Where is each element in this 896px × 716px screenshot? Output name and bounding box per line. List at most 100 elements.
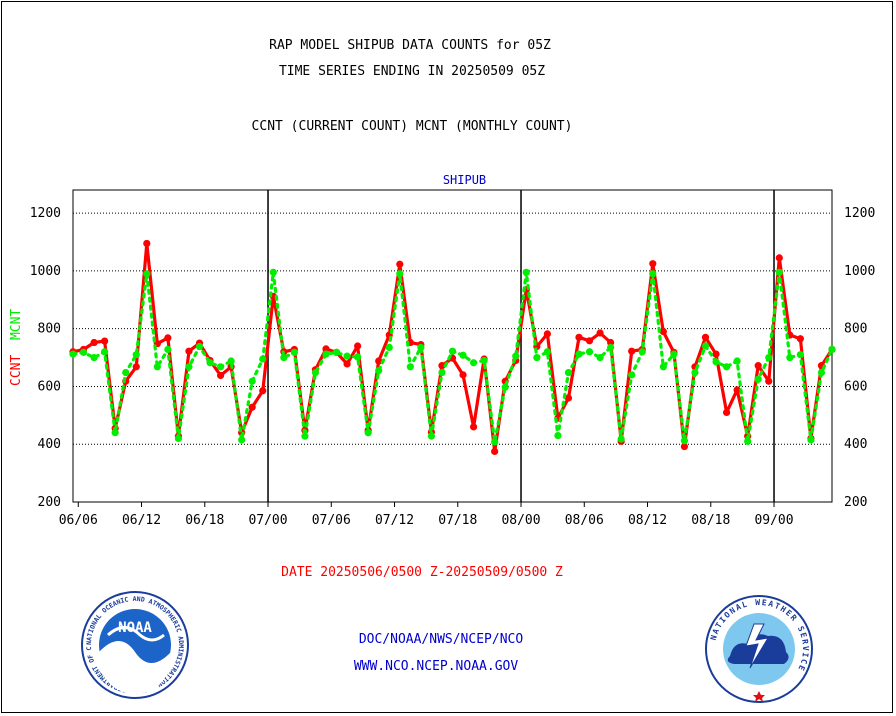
data-point-mcnt — [280, 353, 288, 362]
data-point-mcnt — [459, 351, 467, 359]
data-point-mcnt — [164, 345, 172, 354]
data-point-ccnt — [216, 371, 225, 380]
data-point-mcnt — [364, 429, 372, 437]
data-point-mcnt — [238, 436, 246, 444]
data-point-mcnt — [765, 353, 773, 362]
data-point-mcnt — [786, 353, 794, 362]
y-tick-label-left: 1200 — [30, 206, 61, 221]
data-point-mcnt — [132, 351, 140, 359]
y-tick-label-right: 600 — [844, 379, 867, 394]
data-point-mcnt — [311, 368, 320, 377]
data-point-ccnt — [596, 329, 604, 337]
data-point-mcnt — [744, 437, 752, 445]
data-point-mcnt — [754, 375, 762, 383]
data-point-mcnt — [248, 377, 256, 385]
data-point-ccnt — [469, 423, 478, 431]
data-point-mcnt — [522, 268, 530, 276]
data-point-mcnt — [564, 368, 573, 377]
series-line-ccnt — [72, 241, 834, 453]
data-point-ccnt — [649, 260, 657, 268]
data-point-mcnt — [269, 268, 277, 276]
data-point-mcnt — [216, 363, 225, 371]
y-axis-label-mcnt: MCNT — [9, 309, 24, 340]
data-point-mcnt — [501, 383, 509, 391]
data-point-mcnt — [185, 363, 193, 371]
data-point-mcnt — [195, 342, 204, 351]
data-point-mcnt — [670, 350, 678, 358]
data-point-ccnt — [775, 254, 783, 262]
y-tick-label-right: 1000 — [844, 264, 875, 279]
x-tick-label: 09/00 — [754, 513, 793, 528]
noaa-logo: NATIONAL OCEANIC AND ATMOSPHERIC ADMINIS… — [80, 590, 189, 699]
y-tick-label-left: 400 — [38, 437, 61, 452]
data-point-mcnt — [796, 351, 804, 359]
data-point-mcnt — [290, 348, 298, 356]
data-point-ccnt — [628, 347, 636, 355]
data-point-ccnt — [585, 337, 594, 345]
noaa-logo-text: NOAA — [118, 620, 152, 636]
data-point-mcnt — [174, 434, 183, 443]
data-point-ccnt — [754, 362, 762, 370]
data-point-mcnt — [385, 343, 393, 352]
data-point-mcnt — [491, 438, 499, 446]
data-point-mcnt — [375, 366, 383, 375]
data-point-ccnt — [575, 333, 583, 341]
data-point-ccnt — [322, 345, 330, 353]
data-point-mcnt — [448, 347, 457, 355]
data-point-mcnt — [101, 348, 109, 356]
y-tick-label-left: 1000 — [30, 264, 61, 279]
data-point-mcnt — [406, 363, 414, 371]
data-point-mcnt — [143, 270, 151, 278]
data-point-mcnt — [691, 368, 699, 377]
x-tick-label: 06/06 — [59, 513, 98, 528]
data-point-ccnt — [543, 330, 551, 338]
data-point-mcnt — [775, 268, 783, 276]
data-point-mcnt — [322, 350, 330, 358]
y-tick-label-left: 800 — [38, 322, 61, 337]
data-point-mcnt — [680, 437, 689, 445]
data-point-mcnt — [343, 352, 351, 360]
data-point-mcnt — [817, 368, 826, 377]
data-point-ccnt — [722, 408, 731, 417]
nws-logo: NATIONAL WEATHER SERVICE — [705, 595, 813, 703]
data-point-ccnt — [796, 335, 804, 343]
data-point-mcnt — [828, 345, 836, 354]
y-tick-label-left: 200 — [38, 495, 61, 510]
data-point-ccnt — [375, 357, 383, 365]
data-point-mcnt — [90, 353, 98, 362]
data-point-ccnt — [396, 260, 404, 268]
data-point-ccnt — [712, 350, 720, 358]
date-range-label: DATE 20250506/0500 Z-20250509/0500 Z — [281, 565, 563, 580]
y-tick-label-left: 600 — [38, 379, 61, 394]
y-tick-label-right: 1200 — [844, 206, 875, 221]
panel-title: SHIPUB — [443, 173, 486, 187]
data-point-ccnt — [101, 337, 109, 345]
chart-title-line1: RAP MODEL SHIPUB DATA COUNTS for 05Z — [269, 38, 551, 53]
data-point-mcnt — [649, 270, 657, 278]
data-point-mcnt — [301, 432, 309, 440]
y-tick-label-right: 200 — [844, 495, 867, 510]
y-axis-label-ccnt: CCNT — [9, 355, 24, 386]
x-tick-label: 08/06 — [565, 513, 604, 528]
data-point-mcnt — [712, 358, 720, 366]
time-series-chart: 200 200 400 400 600 600 800 800 1000 1000 1200 1200… — [9, 173, 875, 528]
data-point-ccnt — [90, 338, 98, 347]
data-point-ccnt — [438, 362, 446, 370]
website-link[interactable]: WWW.NCO.NCEP.NOAA.GOV — [353, 659, 519, 674]
data-point-mcnt — [259, 355, 267, 363]
data-point-mcnt — [427, 432, 436, 440]
data-point-ccnt — [659, 327, 667, 336]
data-point-mcnt — [122, 368, 130, 377]
x-tick-label: 07/00 — [248, 513, 287, 528]
x-tick-label: 07/18 — [438, 513, 477, 528]
data-point-mcnt — [575, 350, 583, 358]
org-label: DOC/NOAA/NWS/NCEP/NCO — [358, 632, 524, 647]
data-point-mcnt — [512, 352, 520, 360]
plot-area — [72, 189, 833, 503]
data-point-mcnt — [153, 363, 161, 371]
data-point-mcnt — [722, 363, 731, 371]
data-point-mcnt — [396, 270, 404, 278]
data-point-ccnt — [491, 447, 499, 456]
data-point-mcnt — [480, 356, 488, 365]
